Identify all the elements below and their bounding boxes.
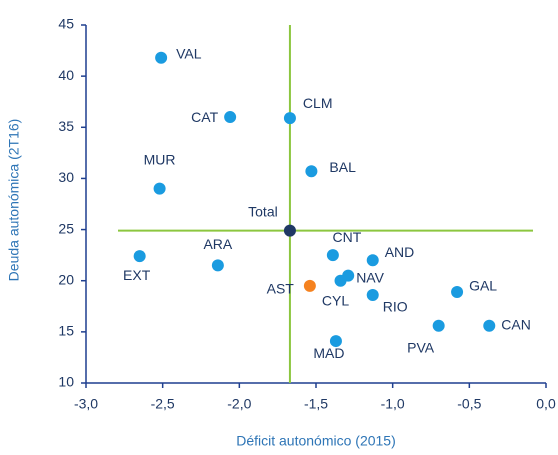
y-tick-label: 45 (58, 16, 74, 32)
point (303, 279, 316, 292)
point-label: BAL (329, 159, 356, 175)
point (366, 289, 379, 302)
y-tick-label: 25 (58, 220, 74, 236)
point-label: CAN (501, 316, 531, 332)
point (483, 319, 496, 332)
x-axis-title: Déficit autonómico (2015) (236, 433, 396, 449)
point (283, 112, 296, 125)
point (334, 274, 347, 287)
point-label: CLM (303, 95, 333, 111)
point (133, 250, 146, 263)
point-label: CNT (332, 229, 361, 245)
y-tick-label: 35 (58, 118, 74, 134)
x-tick-label: -0,5 (457, 396, 481, 412)
y-tick-label: 10 (58, 374, 74, 390)
point-label: CAT (191, 109, 218, 125)
point (451, 285, 464, 298)
point (326, 249, 339, 262)
y-tick-label: 15 (58, 323, 74, 339)
x-tick-label: -1,5 (304, 396, 328, 412)
y-tick-label: 20 (58, 271, 74, 287)
point-label: PVA (407, 339, 435, 355)
y-tick-label: 40 (58, 67, 74, 83)
point-label: MAD (313, 345, 344, 361)
x-tick-label: 0,0 (536, 396, 556, 412)
point-label: AND (385, 244, 415, 260)
x-tick-label: -1,0 (381, 396, 405, 412)
point (153, 182, 166, 195)
y-axis-title: Deuda autonómica (2T16) (6, 119, 22, 282)
point-label: RIO (383, 299, 408, 315)
point-label: CYL (322, 292, 349, 308)
point (432, 319, 445, 332)
point-label: NAV (356, 269, 384, 285)
x-tick-label: -2,5 (151, 396, 175, 412)
point-label: AST (267, 281, 295, 297)
point-label: MUR (144, 151, 176, 167)
point (329, 335, 342, 348)
point (224, 111, 237, 124)
point (283, 224, 296, 237)
y-tick-label: 30 (58, 169, 74, 185)
x-tick-label: -2,0 (227, 396, 251, 412)
point-label: EXT (123, 267, 151, 283)
point (211, 259, 224, 272)
point-label: Total (248, 203, 278, 219)
point-label: GAL (469, 278, 497, 294)
point (305, 165, 318, 178)
point (155, 51, 168, 64)
point (366, 254, 379, 267)
point-label: ARA (203, 236, 232, 252)
x-tick-label: -3,0 (74, 396, 98, 412)
point-label: VAL (176, 45, 202, 61)
